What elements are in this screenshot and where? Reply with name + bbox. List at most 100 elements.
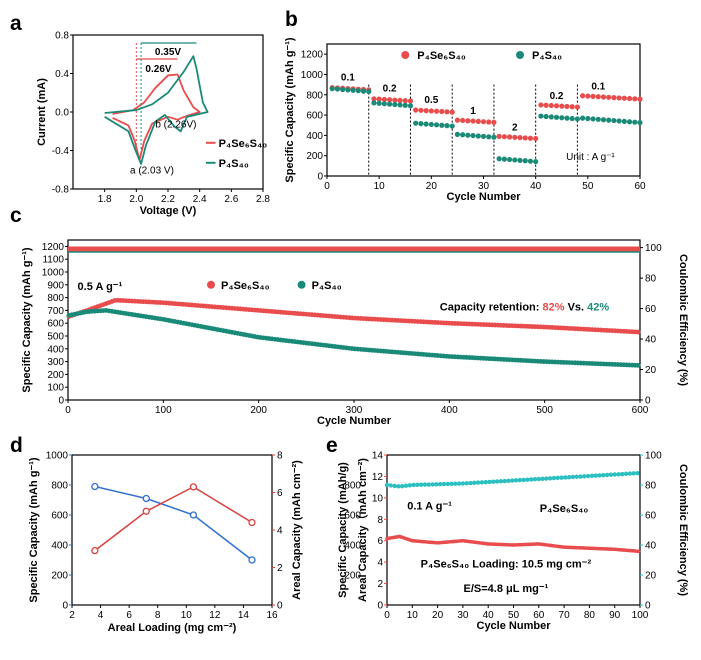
panel-b-rate-label: 0.5 — [424, 95, 438, 106]
panel-c-rate-note: 0.5 A g⁻¹ — [78, 281, 123, 293]
panel-a-ylabel: Current (mA) — [36, 78, 48, 146]
panel-e-y-tick-label: 8 — [377, 515, 383, 526]
panel-a-ann-a: a (2.03 V) — [130, 166, 174, 177]
panel-b-point — [340, 86, 346, 93]
panel-a-series-1 — [104, 55, 209, 165]
panel-e-point — [411, 482, 416, 488]
panel-b-point — [418, 107, 424, 113]
panel-c-y-tick-label: 1000 — [42, 268, 65, 279]
panel-e-point — [631, 471, 636, 476]
panel-b-point — [397, 97, 403, 103]
panel-b-point — [407, 103, 414, 109]
panel-b-point — [637, 119, 643, 126]
panel-e-point — [502, 478, 507, 484]
panel-b-point — [600, 94, 607, 100]
panel-e-point — [491, 479, 496, 484]
panel-b-xlabel: Cycle Number — [447, 191, 522, 203]
panel-b-point — [506, 156, 513, 163]
panel-c-legend-dot-1 — [297, 280, 306, 289]
panel-c-label: c — [10, 204, 22, 227]
panel-b-point — [423, 121, 429, 127]
panel-d-point — [189, 511, 198, 519]
panel-b-point — [486, 119, 492, 125]
panel-e-point — [415, 482, 420, 488]
panel-b-point — [334, 86, 341, 92]
panel-c-y2-tick-label: 40 — [645, 335, 657, 346]
panel-e-point — [456, 481, 462, 486]
panel-b-point — [564, 115, 570, 121]
panel-b-point — [449, 123, 455, 129]
panel-b-point — [454, 117, 461, 123]
panel-b-point — [480, 119, 487, 125]
panel-e-y2-tick-label: 0 — [645, 601, 651, 612]
panel-e-point — [604, 472, 610, 478]
panel-c-x-tick-label: 500 — [536, 405, 553, 416]
panel-b-point — [433, 108, 440, 114]
panel-a-y-tick-label: 0.4 — [55, 69, 69, 80]
panel-e-point — [585, 473, 591, 479]
panel-d-y2-tick-label: 4 — [277, 526, 283, 537]
panel-e-point — [540, 476, 545, 481]
panel-a-xlabel: Voltage (V) — [140, 205, 197, 217]
panel-e-point — [616, 472, 621, 477]
panel-a-y-tick-label: -0.8 — [52, 185, 70, 196]
panel-b-y-tick-label: 200 — [306, 151, 323, 162]
panel-e-point — [506, 478, 511, 483]
panel-a-x-tick-label: 2.4 — [193, 194, 207, 205]
panel-b-point — [387, 97, 393, 103]
panel-c-point — [635, 329, 641, 335]
panel-e-point — [635, 470, 640, 476]
panel-b-legend-text-0: P₄Se₆S₄₀ — [417, 50, 466, 62]
panel-e-y2-tick-label: 20 — [645, 571, 657, 582]
panel-b-point — [366, 88, 372, 95]
panel-c-x-tick-label: 200 — [250, 405, 267, 416]
panel-b-point — [480, 133, 487, 139]
panel-b-rate-label: 0.1 — [341, 73, 355, 84]
panel-e-point — [513, 478, 519, 483]
panel-b-label: b — [285, 8, 298, 31]
panel-e-point — [475, 480, 481, 485]
panel-b-point — [564, 103, 570, 110]
panel-e-point — [494, 479, 500, 484]
panel-a-legend-text-0: P₄Se₆S₄₀ — [219, 138, 268, 150]
panel-b-point — [632, 96, 638, 102]
panel-e-point — [479, 480, 485, 485]
panel-b-point — [611, 117, 617, 124]
panel-b-point — [392, 97, 398, 103]
panel-e-point — [445, 481, 450, 487]
panel-c-x-tick-label: 0 — [65, 405, 71, 416]
panel-b-point — [626, 95, 633, 102]
panel-c-y-tick-label: 300 — [47, 357, 64, 368]
panel-d-y2-tick-label: 8 — [277, 451, 283, 462]
panel-e-y-tick-label: 0 — [377, 601, 383, 612]
panel-e-loading-label: P₄Se₆S₄₀ Loading: 10.5 mg cm⁻² — [421, 559, 592, 571]
panel-b-x-tick-label: 60 — [634, 181, 646, 192]
panel-e-point — [589, 473, 595, 479]
panel-c-y-tick-label: 900 — [47, 280, 64, 291]
panel-b-point — [423, 108, 429, 114]
panel-a-x-tick-label: 2.2 — [161, 194, 175, 205]
panel-b-x-tick-label: 0 — [324, 181, 330, 192]
panel-e-y-tick-label: 6 — [377, 536, 383, 547]
panel-b-point — [616, 95, 622, 101]
panel-d-x-tick-label: 4 — [98, 610, 104, 621]
panel-e-point — [399, 484, 405, 489]
panel-b-point — [465, 132, 471, 138]
panel-c-x-tick-label: 400 — [441, 405, 458, 416]
panel-b-point — [418, 121, 424, 127]
panel-b-point — [428, 121, 434, 128]
panel-b-y-tick-label: 600 — [306, 111, 323, 122]
panel-b-point — [439, 122, 445, 128]
panel-b-x-tick-label: 50 — [582, 181, 594, 192]
panel-e-point — [460, 481, 466, 486]
panel-b-point — [402, 102, 408, 108]
panel-b-point — [381, 96, 387, 103]
panel-d-axes — [71, 454, 273, 606]
panel-e-y2label: Coulombic Efficiency (%) — [677, 464, 689, 596]
panel-d-series-line-1 — [94, 486, 253, 552]
panel-e-point — [608, 472, 614, 477]
panel-e-point — [388, 483, 393, 488]
panel-b-rate-label: 0.2 — [550, 91, 564, 102]
panel-b-point — [585, 93, 591, 99]
